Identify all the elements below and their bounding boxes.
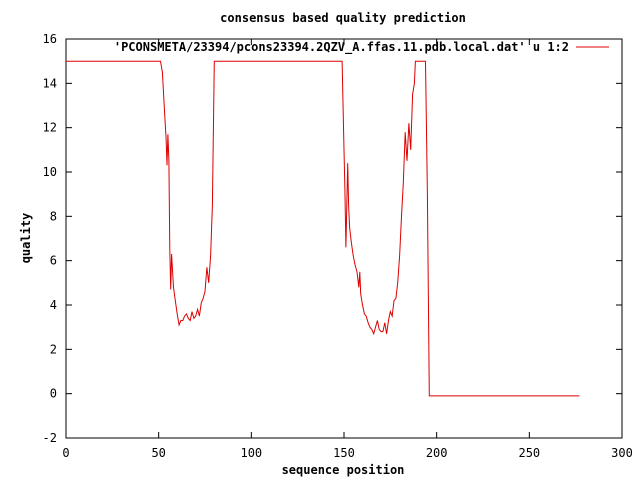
x-tick-label: 300 <box>611 446 633 460</box>
plot-frame <box>65 38 623 439</box>
y-tick-label: 6 <box>50 254 57 268</box>
y-tick-label: 0 <box>50 387 57 401</box>
axis-tick-labels: 0 50 100 150 200 250 300 -2 0 2 4 6 8 10 12 14 16 <box>43 32 633 460</box>
x-tick-label: 200 <box>426 446 448 460</box>
x-tick-label: 150 <box>333 446 355 460</box>
y-tick-label: 8 <box>50 209 57 223</box>
y-tick-label: 2 <box>50 342 57 356</box>
y-tick-label: 10 <box>43 165 57 179</box>
x-tick-label: 100 <box>240 446 262 460</box>
legend: 'PCONSMETA/23394/pcons23394.2QZV_A.ffas.… <box>114 40 609 55</box>
y-tick-label: 12 <box>43 121 57 135</box>
axis-ticks <box>65 38 623 439</box>
y-tick-label: 16 <box>43 32 57 46</box>
x-tick-label: 0 <box>62 446 69 460</box>
y-tick-label: 14 <box>43 76 57 90</box>
legend-label: 'PCONSMETA/23394/pcons23394.2QZV_A.ffas.… <box>114 40 569 55</box>
x-axis-label: sequence position <box>282 463 405 477</box>
y-axis-label: quality <box>19 213 33 264</box>
y-tick-label: 4 <box>50 298 57 312</box>
y-tick-label: -2 <box>43 431 57 445</box>
x-tick-label: 250 <box>518 446 540 460</box>
chart-title: consensus based quality prediction <box>220 11 466 25</box>
x-tick-label: 50 <box>151 446 165 460</box>
series-layer <box>66 60 580 397</box>
series-line <box>66 60 580 397</box>
